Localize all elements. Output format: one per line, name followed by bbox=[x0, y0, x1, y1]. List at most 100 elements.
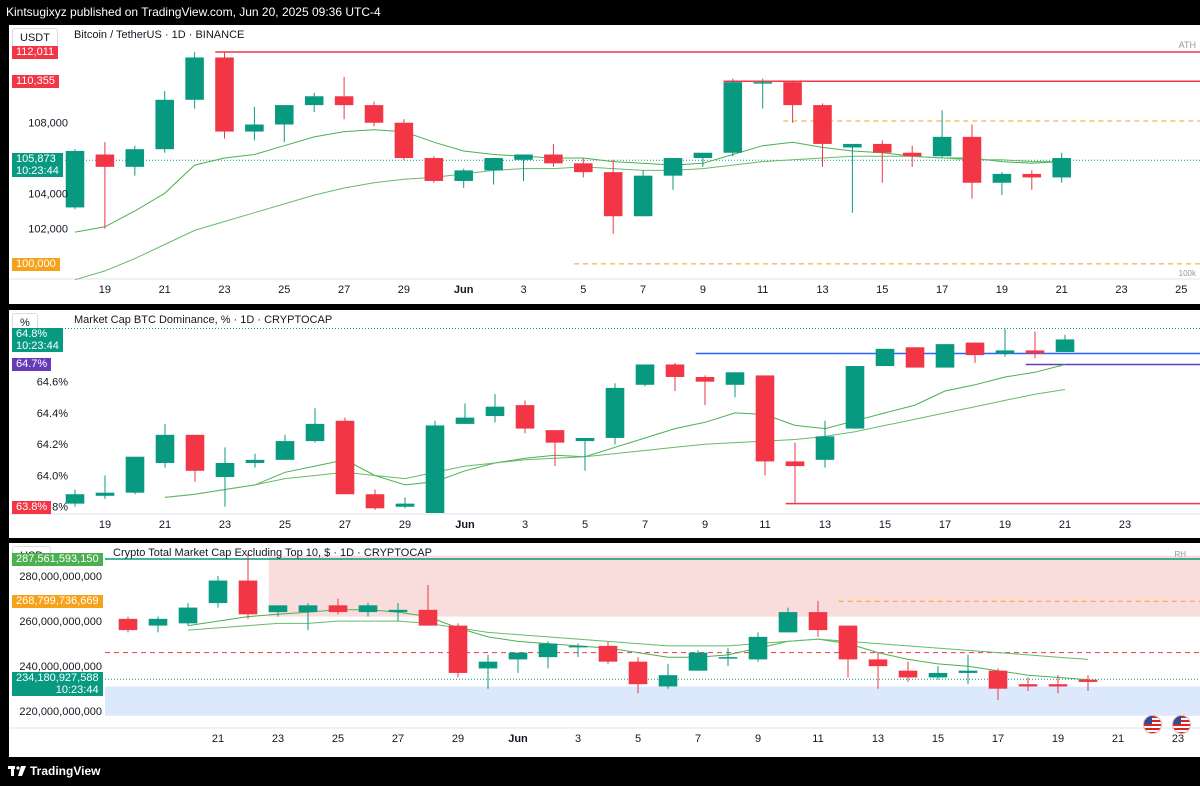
candle-body bbox=[1048, 684, 1068, 687]
candle-body bbox=[965, 342, 985, 356]
candle-body bbox=[148, 618, 168, 626]
candle-body bbox=[568, 645, 588, 648]
x-tick-label: 3 bbox=[522, 519, 528, 531]
candle-body bbox=[663, 158, 683, 176]
candle-body bbox=[575, 437, 595, 442]
x-tick-label: 11 bbox=[757, 284, 768, 296]
x-tick-label: 23 bbox=[218, 284, 230, 296]
price-zone bbox=[105, 686, 1200, 716]
candle-body bbox=[394, 122, 414, 159]
x-tick-label: 5 bbox=[582, 519, 588, 531]
x-tick-label: 13 bbox=[819, 519, 831, 531]
x-tick-label: 19 bbox=[99, 284, 111, 296]
x-tick-label: 9 bbox=[755, 733, 761, 745]
bar-countdown: 10:23:44 bbox=[55, 684, 99, 697]
x-tick-label: Jun bbox=[508, 733, 528, 745]
price-tag: 100,000 bbox=[12, 257, 60, 271]
x-tick-label: 29 bbox=[398, 284, 410, 296]
x-tick-label: 7 bbox=[642, 519, 648, 531]
us-flag-event-icon[interactable] bbox=[1143, 715, 1162, 734]
moving-average-fast bbox=[164, 364, 1066, 498]
candle-body bbox=[215, 57, 234, 132]
candle-body bbox=[868, 659, 888, 667]
candle-body bbox=[298, 605, 318, 613]
x-tick-label: 7 bbox=[695, 733, 701, 745]
candle-body bbox=[478, 661, 498, 669]
moving-average-slow bbox=[74, 155, 1062, 281]
others-chart[interactable]: 21 23 25 27 29 Jun 3 5 7 9 11 13 15 17 19 21 23 280,000,0… bbox=[9, 543, 1200, 757]
x-tick-label: 17 bbox=[936, 284, 948, 296]
us-flag-event-icon[interactable] bbox=[1172, 715, 1191, 734]
tradingview-logo[interactable]: TradingView bbox=[8, 764, 100, 778]
candle-body bbox=[514, 154, 533, 160]
x-tick-label: 21 bbox=[1112, 733, 1124, 745]
candle-body bbox=[425, 425, 445, 513]
dominance-chart[interactable]: 19 21 23 25 27 29 Jun 3 5 7 9 11 13 15 17 19 21 23 64.6% 64… bbox=[9, 310, 1200, 538]
candle-body bbox=[995, 350, 1015, 354]
candle-body bbox=[334, 96, 354, 106]
candle-body bbox=[928, 672, 948, 678]
candle-body bbox=[365, 494, 385, 509]
candle-body bbox=[125, 456, 145, 493]
candle-body bbox=[275, 105, 294, 125]
100k-label: 100k bbox=[1179, 269, 1197, 278]
y-tick-label: 64.2% bbox=[37, 439, 68, 451]
x-tick-label: 23 bbox=[1115, 284, 1127, 296]
candle-body bbox=[598, 645, 618, 662]
candle-body bbox=[118, 618, 138, 631]
candle-body bbox=[603, 172, 623, 217]
candle-body bbox=[484, 158, 503, 171]
candle-body bbox=[388, 609, 408, 613]
x-tick-label: 19 bbox=[996, 284, 1008, 296]
x-tick-label: 29 bbox=[452, 733, 464, 745]
candle-body bbox=[992, 173, 1012, 183]
candle-body bbox=[875, 348, 895, 367]
candle-body bbox=[718, 657, 738, 659]
candle-body bbox=[665, 364, 685, 377]
y-tick-label: 64.4% bbox=[37, 408, 68, 420]
candle-body bbox=[358, 605, 378, 613]
x-tick-label: 21 bbox=[212, 733, 224, 745]
x-tick-label: 17 bbox=[992, 733, 1004, 745]
candle-body bbox=[755, 375, 775, 462]
x-tick-label: 19 bbox=[1052, 733, 1064, 745]
btc-chart[interactable]: 19 21 23 25 27 29 Jun 3 5 7 9 11 13 15 17 19 21 23 25 108,0… bbox=[9, 25, 1200, 304]
moving-average-slow bbox=[164, 389, 1066, 498]
candle-body bbox=[455, 417, 475, 424]
y-tick-label: 280,000,000,000 bbox=[19, 571, 102, 583]
candle-body bbox=[1052, 158, 1071, 178]
candle-body bbox=[633, 175, 653, 217]
x-tick-label: 23 bbox=[219, 519, 231, 531]
candle-body bbox=[693, 152, 713, 159]
candle-body bbox=[125, 149, 145, 167]
candle-body bbox=[574, 163, 593, 173]
candle-body bbox=[785, 461, 805, 467]
x-tick-label: 19 bbox=[999, 519, 1011, 531]
candle-body bbox=[515, 405, 535, 429]
x-tick-label: Jun bbox=[454, 284, 474, 296]
x-tick-label: 19 bbox=[99, 519, 111, 531]
candle-body bbox=[305, 423, 325, 442]
x-tick-label: 25 bbox=[279, 519, 291, 531]
x-tick-label: 11 bbox=[759, 519, 770, 531]
btc-price-panel[interactable]: 19 21 23 25 27 29 Jun 3 5 7 9 11 13 15 17 19 21 23 25 108,0… bbox=[9, 25, 1200, 304]
x-tick-label: 25 bbox=[332, 733, 344, 745]
candle-body bbox=[905, 347, 925, 368]
candle-body bbox=[395, 503, 415, 507]
candle-body bbox=[454, 170, 473, 181]
y-tick-label: 220,000,000,000 bbox=[19, 706, 102, 718]
candle-body bbox=[873, 143, 892, 153]
candle-body bbox=[658, 675, 678, 687]
candle-body bbox=[962, 136, 982, 183]
x-tick-label: 27 bbox=[339, 519, 351, 531]
candle-body bbox=[185, 434, 205, 471]
candle-body bbox=[635, 364, 655, 385]
price-tag: 268,799,736,669 bbox=[12, 595, 103, 609]
candle-body bbox=[605, 387, 625, 438]
candle-body bbox=[245, 459, 265, 463]
x-tick-label: 5 bbox=[580, 284, 586, 296]
candle-body bbox=[448, 625, 468, 673]
last-price-value: 234,180,927,588 bbox=[16, 672, 99, 685]
btc-dominance-panel[interactable]: 19 21 23 25 27 29 Jun 3 5 7 9 11 13 15 17 19 21 23 64.6% 64… bbox=[9, 310, 1200, 538]
others-marketcap-panel[interactable]: 21 23 25 27 29 Jun 3 5 7 9 11 13 15 17 19 21 23 280,000,0… bbox=[9, 543, 1200, 757]
